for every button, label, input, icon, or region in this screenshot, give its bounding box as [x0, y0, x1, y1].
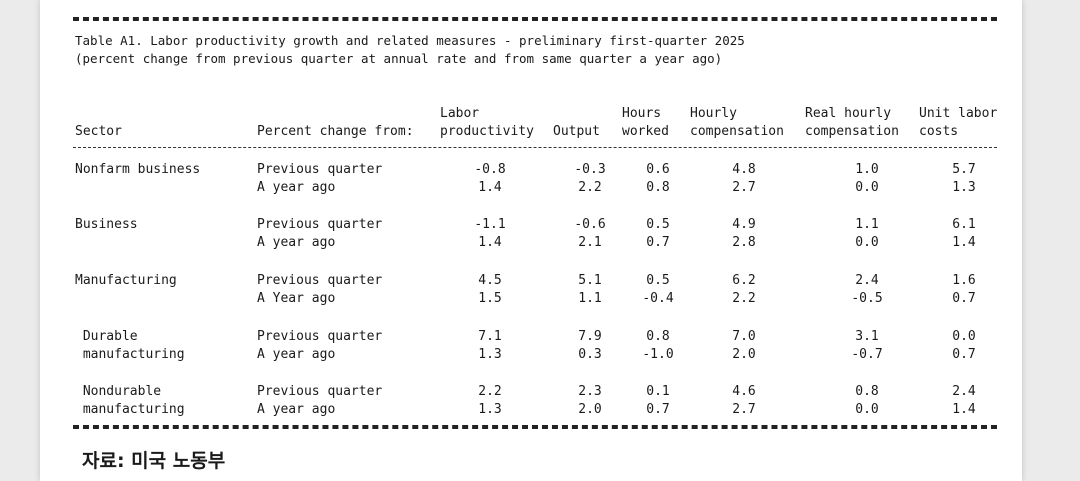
sector-label-cont: manufacturing — [75, 402, 185, 417]
period-label: Previous quarter — [257, 217, 383, 232]
value-cell: 4.9 — [732, 217, 756, 232]
value-cell: 3.1 — [855, 329, 879, 344]
value-cell: 1.1 — [578, 291, 602, 306]
period-label: A year ago — [257, 180, 336, 195]
value-cell: 2.0 — [578, 402, 602, 417]
header-labor-1: Labor — [440, 106, 480, 121]
period-label: Previous quarter — [257, 273, 383, 288]
value-cell: 1.4 — [478, 180, 502, 195]
title-line-2: (percent change from previous quarter at… — [75, 51, 723, 66]
value-cell: -0.8 — [474, 162, 506, 177]
value-cell: 0.8 — [646, 329, 670, 344]
value-cell: 0.8 — [855, 384, 879, 399]
period-label: Previous quarter — [257, 162, 383, 177]
value-cell: 6.2 — [732, 273, 756, 288]
value-cell: 1.3 — [952, 180, 976, 195]
period-label: A Year ago — [257, 291, 336, 306]
header-hourly-comp-1: Hourly — [690, 106, 737, 121]
header-sector: Sector — [75, 124, 122, 139]
value-cell: 1.1 — [855, 217, 879, 232]
value-cell: 0.1 — [646, 384, 670, 399]
sector-label: Nondurable — [75, 384, 162, 399]
value-cell: 0.0 — [855, 235, 879, 250]
value-cell: 1.6 — [952, 273, 976, 288]
value-cell: -0.3 — [574, 162, 606, 177]
value-cell: 2.1 — [578, 235, 602, 250]
sector-label: Durable — [75, 329, 138, 344]
value-cell: -0.5 — [851, 291, 883, 306]
sector-label: Manufacturing — [75, 273, 177, 288]
value-cell: 0.6 — [646, 162, 670, 177]
value-cell: 0.0 — [855, 402, 879, 417]
value-cell: 7.9 — [578, 329, 602, 344]
header-output: Output — [553, 124, 600, 139]
header-hourly-comp-2: compensation — [690, 124, 784, 139]
value-cell: -0.4 — [642, 291, 674, 306]
value-cell: -0.7 — [851, 347, 883, 362]
table-title: Table A1. Labor productivity growth and … — [75, 32, 745, 68]
value-cell: -0.6 — [574, 217, 606, 232]
document-page: Table A1. Labor productivity growth and … — [40, 0, 1022, 481]
value-cell: 0.7 — [952, 291, 976, 306]
value-cell: 0.0 — [952, 329, 976, 344]
title-line-1: Table A1. Labor productivity growth and … — [75, 33, 745, 48]
value-cell: 2.4 — [952, 384, 976, 399]
period-label: Previous quarter — [257, 384, 383, 399]
value-cell: 2.7 — [732, 180, 756, 195]
sector-label: Nonfarm business — [75, 162, 201, 177]
value-cell: 1.0 — [855, 162, 879, 177]
value-cell: 6.1 — [952, 217, 976, 232]
header-labor-2: productivity — [440, 124, 534, 139]
header-unit-labor-2: costs — [919, 124, 959, 139]
value-cell: 0.7 — [646, 235, 670, 250]
value-cell: 5.7 — [952, 162, 976, 177]
value-cell: 1.3 — [478, 402, 502, 417]
value-cell: 4.6 — [732, 384, 756, 399]
value-cell: 1.4 — [952, 235, 976, 250]
value-cell: 2.3 — [578, 384, 602, 399]
value-cell: 5.1 — [578, 273, 602, 288]
header-percent-change: Percent change from: — [257, 124, 414, 139]
value-cell: 2.0 — [732, 347, 756, 362]
value-cell: 0.8 — [646, 180, 670, 195]
sector-label: Business — [75, 217, 138, 232]
header-rule — [73, 147, 997, 148]
sector-label-cont: manufacturing — [75, 347, 185, 362]
value-cell: 2.2 — [732, 291, 756, 306]
value-cell: 1.3 — [478, 347, 502, 362]
value-cell: 1.4 — [952, 402, 976, 417]
value-cell: 0.7 — [646, 402, 670, 417]
value-cell: 4.5 — [478, 273, 502, 288]
bottom-double-rule — [73, 425, 997, 429]
value-cell: 4.8 — [732, 162, 756, 177]
value-cell: 2.2 — [478, 384, 502, 399]
value-cell: -1.1 — [474, 217, 506, 232]
period-label: Previous quarter — [257, 329, 383, 344]
header-real-hourly-2: compensation — [805, 124, 899, 139]
value-cell: 1.4 — [478, 235, 502, 250]
value-cell: 0.0 — [855, 180, 879, 195]
source-note: 자료: 미국 노동부 — [82, 450, 226, 472]
header-hours-1: Hours — [622, 106, 662, 121]
value-cell: 1.5 — [478, 291, 502, 306]
value-cell: 0.7 — [952, 347, 976, 362]
value-cell: -1.0 — [642, 347, 674, 362]
period-label: A year ago — [257, 235, 336, 250]
value-cell: 2.4 — [855, 273, 879, 288]
value-cell: 7.0 — [732, 329, 756, 344]
value-cell: 2.8 — [732, 235, 756, 250]
value-cell: 0.5 — [646, 217, 670, 232]
value-cell: 2.7 — [732, 402, 756, 417]
header-real-hourly-1: Real hourly — [805, 106, 892, 121]
value-cell: 0.5 — [646, 273, 670, 288]
header-hours-2: worked — [622, 124, 669, 139]
value-cell: 7.1 — [478, 329, 502, 344]
value-cell: 0.3 — [578, 347, 602, 362]
value-cell: 2.2 — [578, 180, 602, 195]
period-label: A year ago — [257, 347, 336, 362]
period-label: A year ago — [257, 402, 336, 417]
top-double-rule — [73, 17, 997, 21]
header-unit-labor-1: Unit labor — [919, 106, 998, 121]
